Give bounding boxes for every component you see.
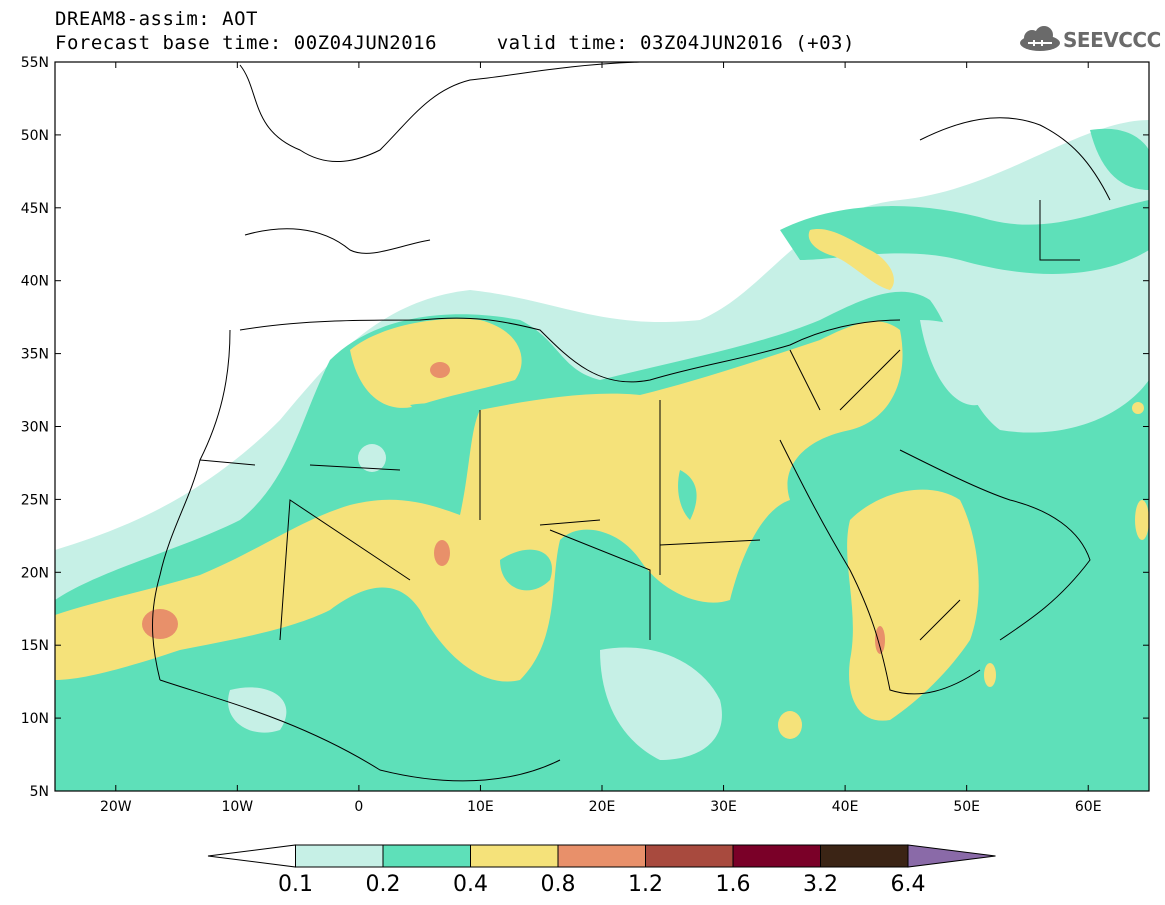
- colorbar-box: [732, 844, 821, 868]
- lon-label: 10E: [467, 799, 494, 815]
- colorbar-label: 1.2: [628, 872, 663, 897]
- lat-label: 15N: [21, 638, 49, 654]
- lat-label: 35N: [21, 347, 49, 363]
- colorbar-label: 6.4: [891, 872, 926, 897]
- lat-label: 5N: [30, 784, 49, 800]
- colorbar-over-triangle: [907, 844, 996, 868]
- longitude-axis: 20W 10W 0 10E 20E 30E 40E 50E 60E: [100, 62, 1102, 815]
- lat-label: 30N: [21, 420, 49, 436]
- cloud-icon: [1020, 26, 1060, 51]
- colorbar-box: [470, 844, 559, 868]
- map-title: DREAM8-assim: AOT: [55, 8, 258, 30]
- colorbar-label: 0.4: [453, 872, 488, 897]
- lat-label: 55N: [21, 55, 49, 71]
- colorbar-box: [295, 844, 384, 868]
- latitude-axis: 55N 50N 45N 40N 35N 30N 25N 20N 15N 10N 5N: [21, 55, 1149, 800]
- lon-label: 30E: [710, 799, 737, 815]
- lon-label: 60E: [1075, 799, 1102, 815]
- logo-text: SEEVCCC: [1063, 28, 1161, 52]
- lon-label: 50E: [953, 799, 980, 815]
- colorbar-box: [557, 844, 646, 868]
- colorbar-box: [820, 844, 909, 868]
- lat-label: 50N: [21, 128, 49, 144]
- lat-label: 40N: [21, 274, 49, 290]
- aot-fields: [55, 62, 1149, 791]
- colorbar-box: [382, 844, 471, 868]
- lon-label: 40E: [832, 799, 859, 815]
- colorbar-label: 0.2: [366, 872, 401, 897]
- lon-label: 0: [354, 799, 363, 815]
- colorbar-label: 0.1: [278, 872, 313, 897]
- lon-label: 20W: [100, 799, 132, 815]
- colorbar-box: [645, 844, 734, 868]
- colorbar-label: 1.6: [716, 872, 751, 897]
- lat-label: 25N: [21, 492, 49, 508]
- lon-label: 10W: [221, 799, 253, 815]
- colorbar-label: 3.2: [803, 872, 838, 897]
- colorbar-label: 0.8: [541, 872, 576, 897]
- lat-label: 20N: [21, 565, 49, 581]
- colorbar-under-triangle: [207, 844, 296, 868]
- lat-label: 45N: [21, 201, 49, 217]
- lon-label: 20E: [589, 799, 616, 815]
- map-subtitle-times: Forecast base time: 00Z04JUN2016 valid t…: [55, 32, 855, 54]
- coastlines: [152, 62, 1111, 782]
- lat-label: 10N: [21, 711, 49, 727]
